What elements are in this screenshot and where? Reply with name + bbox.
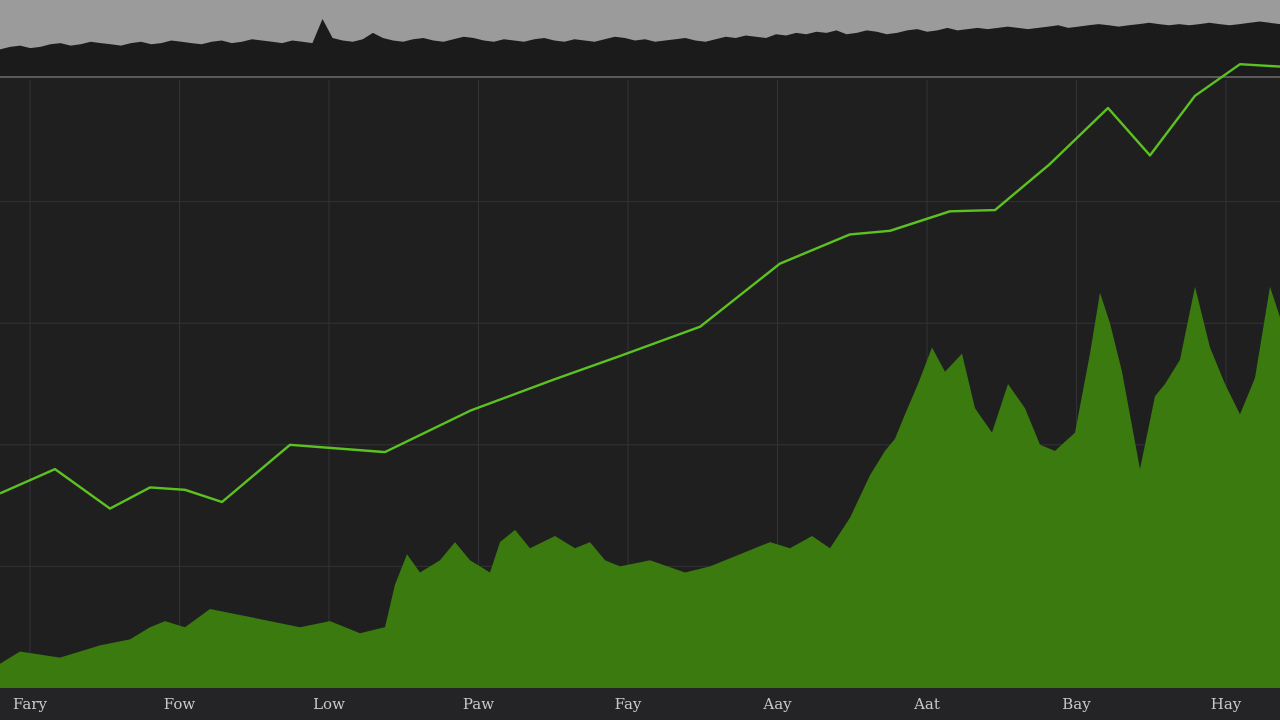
x-tick-label: Hay <box>1211 695 1242 713</box>
x-tick-label: Fary <box>13 695 48 713</box>
x-tick-label: Aat <box>913 695 940 713</box>
x-tick-label: Fay <box>615 695 642 713</box>
x-tick-label: Aay <box>762 695 792 713</box>
line-series <box>0 63 1280 510</box>
x-tick-label: Low <box>313 695 345 713</box>
area-series <box>0 286 1280 688</box>
x-axis-band <box>0 688 1280 720</box>
x-tick-label: Paw <box>463 695 494 713</box>
overview-area <box>0 19 1280 76</box>
main-panel <box>0 63 1280 688</box>
overview-panel <box>0 0 1280 78</box>
x-tick-label: Fow <box>164 695 196 713</box>
x-tick-label: Bay <box>1062 695 1091 713</box>
x-axis: Fary Fow Low Paw Fay Aay Aat Bay Hay <box>0 688 1280 720</box>
